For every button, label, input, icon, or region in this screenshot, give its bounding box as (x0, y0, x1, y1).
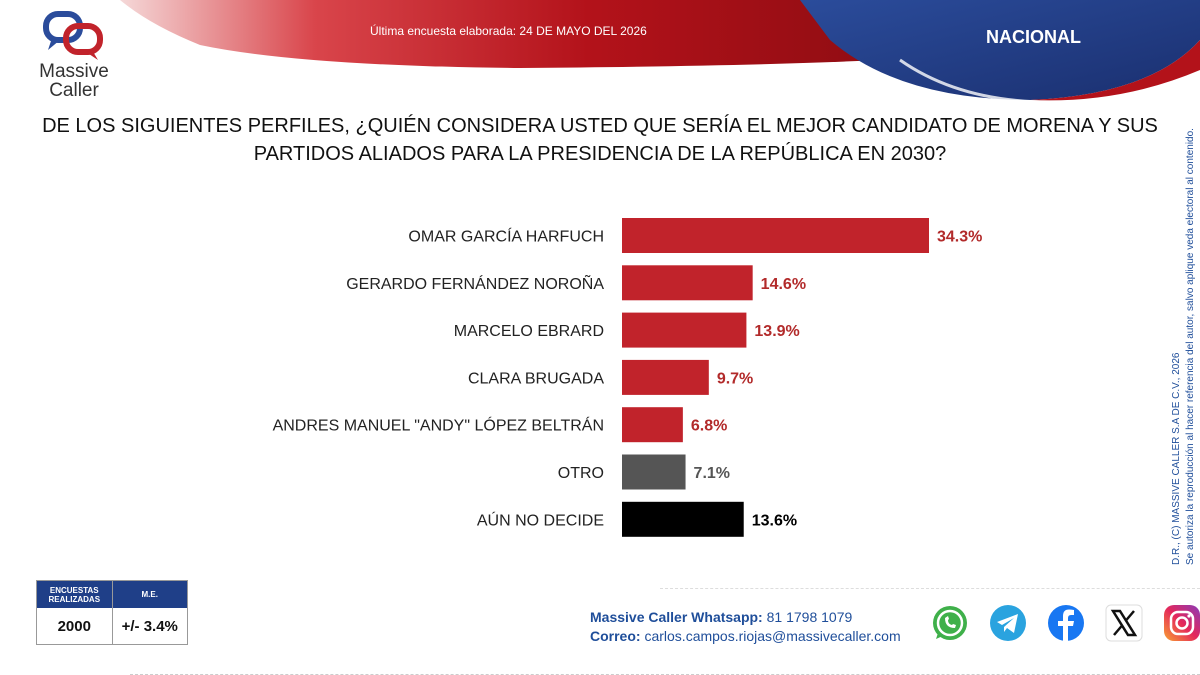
brand-logo: Massive Caller (28, 10, 109, 105)
question-line-1: DE LOS SIGUIENTES PERFILES, ¿QUIÉN CONSI… (42, 115, 1158, 137)
email-contact: Correo: carlos.campos.riojas@massivecall… (590, 627, 901, 646)
survey-stats-table: ENCUESTAS REALIZADAS M.E. 2000 +/- 3.4% (36, 580, 188, 645)
value-label: 6.8% (691, 418, 727, 435)
instagram-icon[interactable] (1162, 603, 1200, 643)
category-label: GERARDO FERNÁNDEZ NOROÑA (346, 273, 604, 293)
question-line-2: PARTIDOS ALIADOS PARA LA PRESIDENCIA DE … (253, 143, 947, 165)
whatsapp-contact: Massive Caller Whatsapp: 81 1798 1079 (590, 608, 901, 627)
divider-line (660, 588, 1200, 589)
category-label: AÚN NO DECIDE (477, 510, 604, 529)
contact-info: Massive Caller Whatsapp: 81 1798 1079 Co… (590, 608, 901, 646)
brand-name-line1: Massive (39, 61, 109, 82)
whatsapp-label: Massive Caller Whatsapp: (590, 609, 763, 625)
x-icon[interactable] (1104, 603, 1144, 643)
social-icons (930, 603, 1200, 643)
value-label: 14.6% (761, 276, 806, 293)
bar (622, 407, 683, 443)
category-label: MARCELO EBRARD (454, 323, 604, 340)
value-label: 13.6% (752, 512, 797, 529)
email-label: Correo: (590, 628, 641, 644)
bar (622, 265, 753, 301)
speech-bubbles-icon (43, 11, 103, 60)
category-label: OMAR GARCÍA HARFUCH (408, 227, 604, 246)
stats-value-surveys: 2000 (57, 617, 91, 635)
value-label: 9.7% (717, 370, 753, 387)
telegram-icon[interactable] (988, 603, 1028, 643)
stats-value-margin: +/- 3.4% (111, 608, 188, 644)
bar (622, 359, 709, 395)
bar (622, 454, 686, 490)
category-label: ANDRES MANUEL "ANDY" LÓPEZ BELTRÁN (273, 416, 604, 435)
bar-chart: OMAR GARCÍA HARFUCH 34.3% GERARDO FERNÁNDE… (273, 218, 982, 537)
copyright-line-1: D.R., (C) MASSIVE CALLER S.A DE C.V., 20… (1171, 352, 1182, 566)
bar (622, 218, 929, 253)
stats-header-margin: M.E. (111, 581, 188, 608)
email-address[interactable]: carlos.campos.riojas@massivecaller.com (644, 628, 901, 644)
scope-label: NACIONAL (986, 27, 1081, 47)
value-label: 7.1% (694, 465, 730, 482)
whatsapp-icon[interactable] (930, 603, 970, 643)
bar (622, 501, 744, 537)
survey-date: Última encuesta elaborada: 24 DE MAYO DE… (370, 24, 647, 38)
bar (622, 312, 747, 348)
stats-header-surveys: ENCUESTAS REALIZADAS (48, 585, 101, 604)
category-label: OTRO (558, 465, 604, 482)
copyright-notice: D.R., (C) MASSIVE CALLER S.A DE C.V., 20… (1170, 95, 1198, 565)
value-label: 34.3% (937, 229, 982, 246)
brand-name-line2: Caller (49, 80, 99, 101)
facebook-icon[interactable] (1046, 603, 1086, 643)
whatsapp-number[interactable]: 81 1798 1079 (766, 609, 853, 625)
value-label: 13.9% (754, 323, 799, 340)
question-title: DE LOS SIGUIENTES PERFILES, ¿QUIÉN CONSI… (40, 112, 1160, 168)
copyright-line-2: Se autoriza la reproducción al hacer ref… (1185, 128, 1196, 565)
category-label: CLARA BRUGADA (468, 370, 604, 387)
header-banner (120, 0, 1200, 104)
